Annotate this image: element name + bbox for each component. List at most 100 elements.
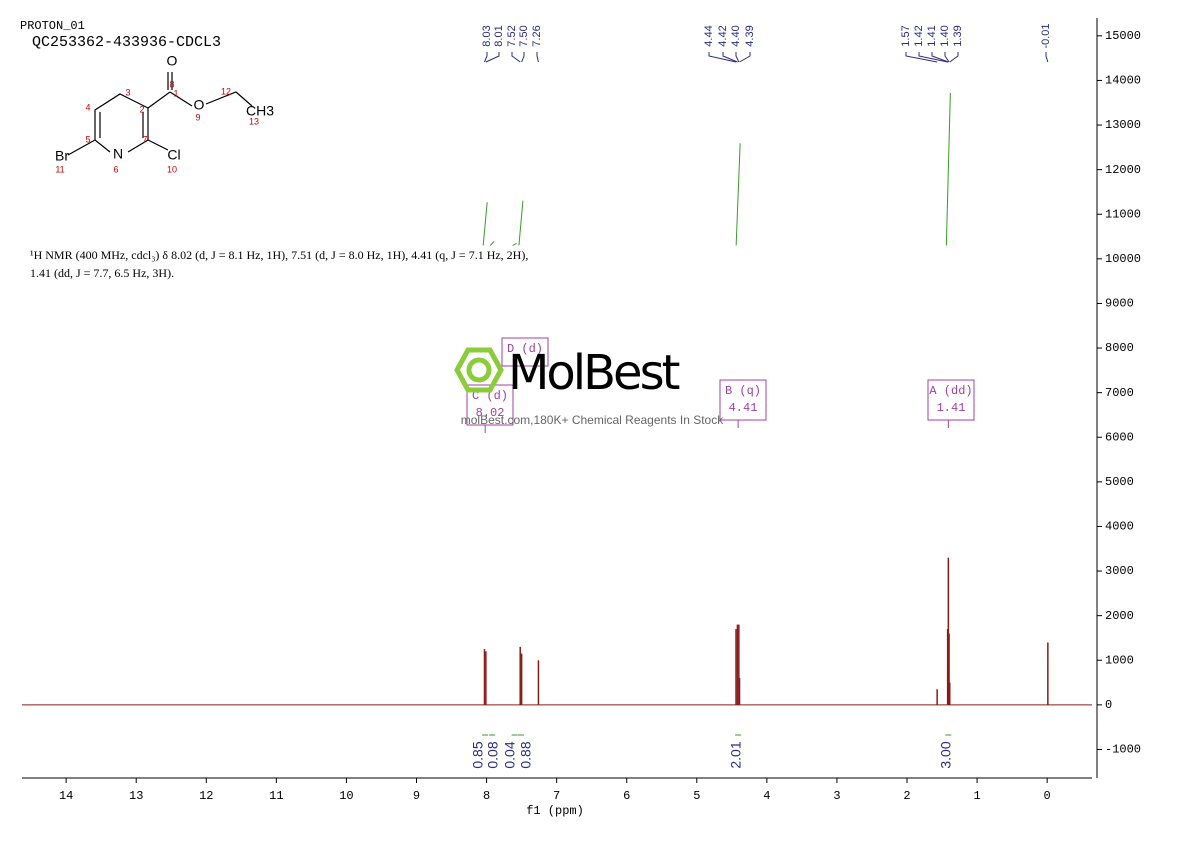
peak-label: 4.40 [730,25,742,46]
x-tick-label: 0 [1044,789,1051,803]
atom-label: 8 [169,79,174,89]
peak-connector [1045,52,1049,63]
multiplet-label: B (q) [725,384,761,398]
peak-label: 4.44 [703,25,715,46]
y-tick-label: 3000 [1105,564,1134,578]
description: 1.41 (dd, J = 7.7, 6.5 Hz, 3H). [30,266,174,280]
structure-bonds [67,72,253,156]
atom-label: 12 [221,86,231,96]
integral-label: 2.01 [728,741,744,768]
integral-label: 0.88 [518,741,534,768]
x-tick-label: 10 [339,789,353,803]
peak-connector [931,52,949,63]
multiplet-shift: 8.02 [476,406,505,420]
peak-label: 1.42 [913,25,925,46]
peak-label: 1.57 [900,25,912,46]
multiplet-shift: 4.41 [729,401,758,415]
y-tick-label: 6000 [1105,430,1134,444]
y-tick-label: 14000 [1105,74,1141,88]
y-tick-label: 4000 [1105,520,1134,534]
peak-connector [484,52,488,63]
atom-label: 2 [139,104,144,114]
y-tick-label: 12000 [1105,163,1141,177]
multiplet-box [927,379,975,421]
atom-label: 7 [142,134,147,144]
x-tick-label: 1 [973,789,980,803]
atom-label: 4 [85,102,90,112]
x-tick-label: 11 [269,789,283,803]
y-tick-label: 10000 [1105,252,1141,266]
peak-connector [739,52,751,63]
atom-label: 9 [195,112,200,122]
integral-curve [512,242,517,246]
multiplet-box [719,379,767,421]
x-tick-label: 7 [553,789,560,803]
peak-label: 8.03 [481,25,493,46]
x-tick-label: 3 [833,789,840,803]
y-tick-label: 8000 [1105,341,1134,355]
peak-connector [905,52,938,63]
atom-label: 13 [249,116,259,126]
watermark: MolBest molBest.com,180K+ Chemical Reage… [454,345,724,427]
peak-label: 7.26 [531,25,543,46]
x-tick-label: 12 [199,789,213,803]
atom-label: N [113,146,123,162]
y-tick-label: 9000 [1105,297,1134,311]
y-tick-label: 0 [1105,698,1112,712]
atom-label: O [167,53,178,69]
atom-label: Cl [167,147,180,163]
atom-label: 5 [85,134,90,144]
peak-label: 4.42 [717,25,729,46]
peak-label: 7.52 [506,25,518,46]
atom-label: 3 [125,87,130,97]
integral-label: 0.04 [502,741,518,768]
y-tick-label: 2000 [1105,609,1134,623]
y-tick-label: -1000 [1105,743,1141,757]
peak-connector [944,52,950,63]
integral-label: 3.00 [938,741,954,768]
x-tick-label: 9 [413,789,420,803]
atom-label: 11 [55,164,64,174]
watermark-tagline: molBest.com,180K+ Chemical Reagents In S… [461,413,724,427]
peak-connector [485,52,500,63]
x-tick-label: 4 [763,789,770,803]
integral-label: 0.85 [470,741,486,768]
integral-curve [518,200,524,246]
peak-connector [949,52,959,63]
y-tick-label: 11000 [1105,207,1141,221]
integral-curve [489,241,495,246]
x-tick-label: 5 [693,789,700,803]
description: ¹H NMR (400 MHz, cdcl₃) δ 8.02 (d, J = 8… [30,248,528,262]
atom-label: 10 [167,164,177,174]
y-tick-label: 5000 [1105,475,1134,489]
x-tick-label: 6 [623,789,630,803]
sample-id: PROTON_01 [20,19,85,33]
integral-label: 0.08 [485,741,501,768]
atom-label: 1 [173,88,178,98]
peak-label: 1.41 [926,25,938,46]
x-axis-label: f1 (ppm) [526,804,584,818]
x-tick-label: 14 [59,789,73,803]
peak-connector [708,52,737,63]
atom-label: O [194,97,205,113]
peak-connector [511,52,521,63]
peak-connector [722,52,738,63]
chart-title: QC253362-433936-CDCL3 [32,34,221,51]
peak-connector [536,52,539,63]
peak-connector [918,52,948,63]
multiplet-label: A (dd) [929,384,972,398]
peak-label: 8.01 [493,25,505,46]
peak-label: 4.39 [744,25,756,46]
multiplet-box [501,337,549,367]
y-tick-label: 15000 [1105,29,1141,43]
atom-label: CH3 [246,103,274,119]
integral-curve [735,143,741,246]
peak-connector [735,52,740,63]
watermark-brand: MolBest [508,345,680,401]
x-tick-label: 8 [483,789,490,803]
peak-connector [521,52,525,63]
y-tick-label: 1000 [1105,653,1134,667]
y-tick-label: 7000 [1105,386,1134,400]
